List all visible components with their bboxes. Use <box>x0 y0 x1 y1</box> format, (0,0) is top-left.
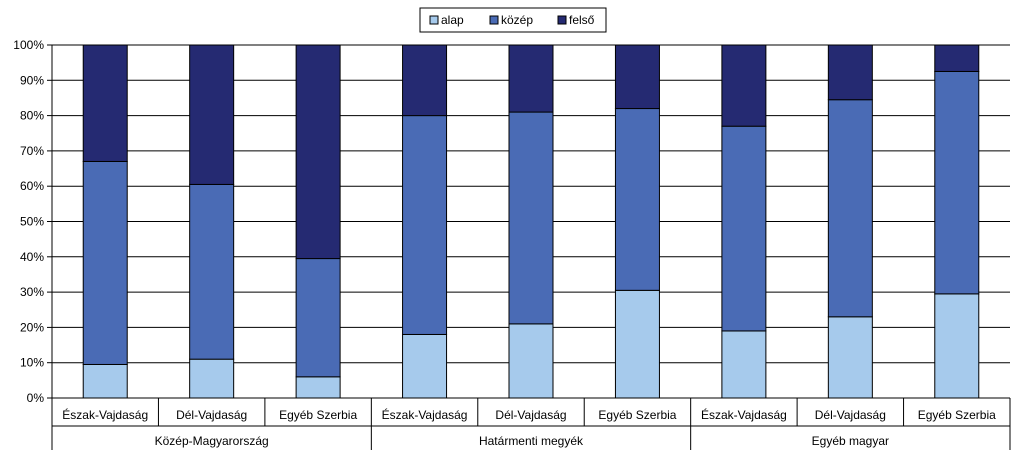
y-tick-label: 100% <box>13 38 44 52</box>
legend-label-közép: közép <box>501 13 533 27</box>
group-label: Egyéb magyar <box>812 434 889 448</box>
y-tick-label: 60% <box>20 179 44 193</box>
bar-segment-felső <box>721 44 767 127</box>
y-axis-ticks: 0% 10% 20% 30% 40% 50% 60% 70% 80% 90% 100% <box>13 38 52 405</box>
bar-segment-felső <box>189 44 235 185</box>
bar-segment-alap <box>82 363 128 399</box>
y-tick-label: 20% <box>20 320 44 334</box>
bar-segment-alap <box>189 358 235 399</box>
bar-segment-felső <box>82 44 128 162</box>
bars <box>82 44 980 399</box>
category-label: Dél-Vajdaság <box>176 408 247 422</box>
category-label: Észak-Vajdaság <box>382 407 468 422</box>
bar-segment-közép <box>934 70 980 295</box>
y-tick-label: 40% <box>20 250 44 264</box>
bar-segment-alap <box>721 330 767 399</box>
bar-segment-felső <box>295 44 341 260</box>
bar-segment-közép <box>402 115 448 335</box>
bar-segment-felső <box>934 44 980 72</box>
category-label: Egyéb Szerbia <box>918 408 996 422</box>
bar-segment-közép <box>508 111 554 325</box>
group-label: Közép-Magyarország <box>155 434 269 448</box>
y-tick-label: 90% <box>20 73 44 87</box>
y-tick-label: 50% <box>20 215 44 229</box>
bar-segment-közép <box>82 160 128 365</box>
legend-swatch-alap <box>429 15 439 25</box>
y-tick-label: 70% <box>20 144 44 158</box>
legend-swatch-közép <box>489 15 499 25</box>
bar-segment-felső <box>402 44 448 117</box>
category-label: Dél-Vajdaság <box>815 408 886 422</box>
bar-segment-közép <box>295 258 341 378</box>
bar-segment-alap <box>402 333 448 399</box>
category-label: Észak-Vajdaság <box>62 407 148 422</box>
bar-segment-közép <box>189 183 235 360</box>
bar-segment-felső <box>508 44 554 113</box>
bar-segment-alap <box>508 323 554 399</box>
y-tick-label: 80% <box>20 109 44 123</box>
y-tick-label: 30% <box>20 285 44 299</box>
bar-segment-közép <box>614 108 660 291</box>
category-label: Észak-Vajdaság <box>701 407 787 422</box>
bar-segment-alap <box>827 316 873 399</box>
bar-segment-közép <box>721 125 767 332</box>
legend-swatch-felső <box>557 15 567 25</box>
legend: alap közép felső <box>419 7 607 33</box>
y-tick-label: 0% <box>27 391 45 405</box>
bar-segment-alap <box>934 293 980 399</box>
bar-segment-alap <box>295 376 341 399</box>
bar-segment-felső <box>614 44 660 110</box>
legend-label-alap: alap <box>441 13 464 27</box>
bar-segment-alap <box>614 289 660 399</box>
category-label: Egyéb Szerbia <box>598 408 676 422</box>
group-label: Határmenti megyék <box>479 434 584 448</box>
x-axis-categories: Észak-Vajdaság Dél-Vajdaság Egyéb Szerbia É… <box>51 398 1011 450</box>
category-label: Egyéb Szerbia <box>279 408 357 422</box>
y-tick-label: 10% <box>20 356 44 370</box>
bar-segment-közép <box>827 99 873 318</box>
legend-label-felső: felső <box>569 13 595 27</box>
category-label: Dél-Vajdaság <box>495 408 566 422</box>
bar-segment-felső <box>827 44 873 101</box>
legend-box <box>419 7 607 33</box>
